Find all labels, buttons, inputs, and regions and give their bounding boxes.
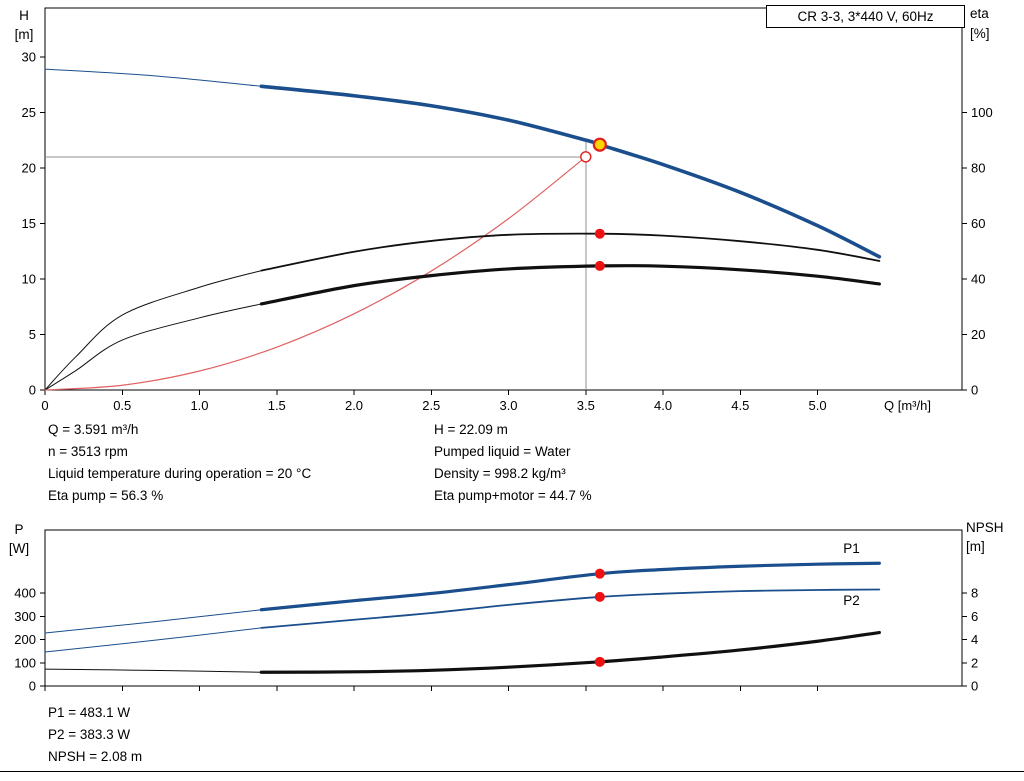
curve-eta-pump [260,232,881,272]
svg-text:[W]: [W] [9,541,29,556]
svg-text:5: 5 [29,327,36,342]
svg-text:30: 30 [22,49,36,64]
duty-info-block: Q = 3.591 m³/h n = 3513 rpm Liquid tempe… [48,419,592,507]
info-density: Density = 998.2 kg/m³ [434,466,566,481]
info-npsh: NPSH = 2.08 m [48,749,143,764]
svg-text:20: 20 [22,160,36,175]
svg-text:0.5: 0.5 [113,398,131,413]
curve-eta-pump-motor [259,264,881,306]
curve-eta-pump-motor-ext [44,303,262,391]
curve-npsh-ext [44,668,262,673]
svg-text:eta: eta [970,6,989,21]
eta-pump-point [594,228,605,239]
svg-text:25: 25 [22,105,36,120]
svg-text:300: 300 [14,609,36,624]
power-info-block: P1 = 483.1 W P2 = 383.3 W NPSH = 2.08 m [48,702,142,768]
curve-label-p2: P2 [843,593,860,608]
svg-text:400: 400 [14,586,36,601]
svg-text:0: 0 [29,383,36,398]
curve-p1-ext [44,609,262,634]
svg-text:60: 60 [971,216,985,231]
svg-text:3.0: 3.0 [499,398,517,413]
qh-frame [44,7,963,391]
svg-text:200: 200 [14,632,36,647]
info-eta-pump: Eta pump = 56.3 % [48,488,164,503]
svg-text:5.0: 5.0 [808,398,826,413]
svg-text:8: 8 [971,586,978,601]
svg-text:2.0: 2.0 [345,398,363,413]
svg-text:H: H [19,8,29,23]
info-speed: n = 3513 rpm [48,444,128,459]
svg-text:10: 10 [22,271,36,286]
pump-model-box: CR 3-3, 3*440 V, 60Hz [766,5,965,28]
requested-duty-point [580,151,592,163]
svg-text:1.5: 1.5 [268,398,286,413]
svg-text:[%]: [%] [970,26,990,41]
info-p2: P2 = 383.3 W [48,727,131,742]
svg-text:40: 40 [971,271,985,286]
svg-text:2.5: 2.5 [422,398,440,413]
svg-text:4.5: 4.5 [731,398,749,413]
svg-text:6: 6 [971,609,978,624]
svg-text:4: 4 [971,632,978,647]
curve-npsh [259,630,881,674]
svg-text:100: 100 [14,655,36,670]
svg-text:[m]: [m] [15,27,34,42]
svg-text:0: 0 [971,383,978,398]
eta-pump-motor-point [594,260,605,271]
svg-text:4.0: 4.0 [654,398,672,413]
svg-text:0: 0 [41,398,48,413]
duty-info-column-right: H = 22.09 m Pumped liquid = Water Densit… [434,419,592,507]
curve-head-ext [44,68,262,87]
svg-text:80: 80 [971,160,985,175]
info-liquid-temperature: Liquid temperature during operation = 20… [48,466,312,481]
info-p1: P1 = 483.1 W [48,705,131,720]
p1-point [594,568,605,579]
info-pumped-liquid: Pumped liquid = Water [434,444,571,459]
svg-text:Q [m³/h]: Q [m³/h] [884,398,931,413]
power-frame [44,529,963,687]
duty-point [592,137,607,152]
svg-text:100: 100 [971,105,993,120]
bottom-divider [0,771,1024,772]
qh-eta-chart: 0 5 10 15 20 25 30 0 20 40 60 80 100 0 0.5 1.0 1.5 2.0 2.5… [15,6,993,413]
curve-p1 [259,561,881,612]
p2-point [594,591,605,602]
power-npsh-chart: 0 100 200 300 400 0 2 4 6 8 P1 P2 P [W] NPSH [m] [9,520,1004,694]
info-flow: Q = 3.591 m³/h [48,422,139,437]
info-head: H = 22.09 m [434,422,508,437]
svg-text:3.5: 3.5 [577,398,595,413]
info-eta-pump-motor: Eta pump+motor = 44.7 % [434,488,592,503]
svg-text:20: 20 [971,327,985,342]
svg-text:[m]: [m] [966,539,985,554]
curve-head [259,84,882,259]
curve-eta-pump-ext [44,270,262,391]
svg-text:15: 15 [22,216,36,231]
pump-model-label: CR 3-3, 3*440 V, 60Hz [797,9,934,24]
npsh-point [594,656,605,667]
svg-text:NPSH: NPSH [966,520,1004,535]
curve-p2 [260,588,881,629]
svg-text:P: P [14,522,23,537]
svg-text:0: 0 [971,679,978,694]
curve-system-curve [44,156,587,391]
svg-text:0: 0 [29,679,36,694]
curve-p2-ext [44,627,262,653]
curve-label-p1: P1 [843,541,860,556]
svg-text:1.0: 1.0 [190,398,208,413]
duty-info-column-left: Q = 3.591 m³/h n = 3513 rpm Liquid tempe… [48,419,434,507]
svg-text:2: 2 [971,655,978,670]
